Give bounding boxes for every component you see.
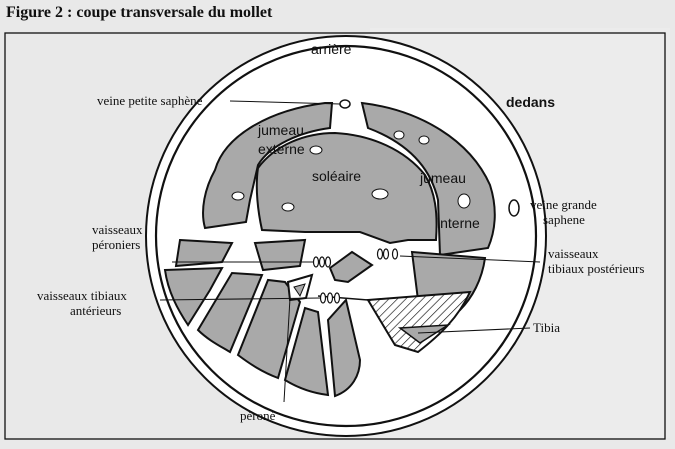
label-perone: péroné xyxy=(240,408,276,423)
tibia-inner xyxy=(397,324,451,344)
label-jumeau-interne-1: jumeau xyxy=(419,170,466,186)
figure-frame xyxy=(4,32,666,440)
lateral-muscle-1 xyxy=(163,266,224,327)
interosseous-membrane xyxy=(317,295,369,301)
label-vaisseaux-tibiaux-post-2: tibiaux postérieurs xyxy=(548,261,644,276)
tibia-bone xyxy=(366,290,472,354)
deep-muscle-peroniers xyxy=(253,238,307,272)
vessel-spot xyxy=(231,191,245,201)
anterior-muscle-2 xyxy=(283,306,330,397)
label-vaisseaux-tibiaux-post-1: vaisseaux xyxy=(548,246,599,261)
vaisseaux-tibiaux-posterieurs-vessels xyxy=(376,248,399,260)
anterior-muscle-3 xyxy=(326,297,362,398)
label-jumeau-externe-1: jumeau xyxy=(257,122,304,138)
label-jumeau-interne-2: interne xyxy=(437,215,480,231)
label-vaisseaux-peroniers-2: péroniers xyxy=(92,237,140,252)
vessel-spot xyxy=(457,193,471,209)
label-vaisseaux-tibiaux-ant-2: antérieurs xyxy=(70,303,121,318)
label-vaisseaux-tibiaux-ant-1: vaisseaux tibiaux xyxy=(37,288,127,303)
label-veine-grande-saphene-1: veine grande xyxy=(530,197,597,212)
veine-grande-saphene-vessel xyxy=(508,199,520,217)
soleaire-muscle xyxy=(255,131,438,245)
label-jumeau-externe-2: externe xyxy=(258,141,305,157)
vaisseaux-tibiaux-anterieurs-vessels xyxy=(319,292,341,304)
label-dedans: dedans xyxy=(506,94,555,110)
vessel-spot xyxy=(371,188,389,200)
label-arriere: arrière xyxy=(311,41,352,57)
label-veine-grande-saphene-2: saphene xyxy=(543,212,585,227)
vaisseaux-peroniers-vessels xyxy=(312,256,332,268)
label-tibia: Tibia xyxy=(533,320,560,335)
label-veine-petite-saphene: veine petite saphène xyxy=(97,93,203,108)
figure-title: Figure 2 : coupe transversale du mollet xyxy=(6,4,273,21)
lateral-muscle-2 xyxy=(196,271,264,354)
vessel-spot xyxy=(281,202,295,212)
jumeau-interne-muscle xyxy=(360,101,496,257)
vessel-spot xyxy=(418,135,430,145)
leader-lines xyxy=(159,100,541,403)
deep-muscle-centre xyxy=(328,250,374,284)
veine-petite-saphene-vessel xyxy=(339,99,351,109)
perone-inner xyxy=(293,283,306,298)
vessel-spot xyxy=(309,145,323,155)
label-soleaire: soléaire xyxy=(312,168,361,184)
label-vaisseaux-peroniers-1: vaisseaux xyxy=(92,222,143,237)
vessel-spot xyxy=(393,130,405,140)
